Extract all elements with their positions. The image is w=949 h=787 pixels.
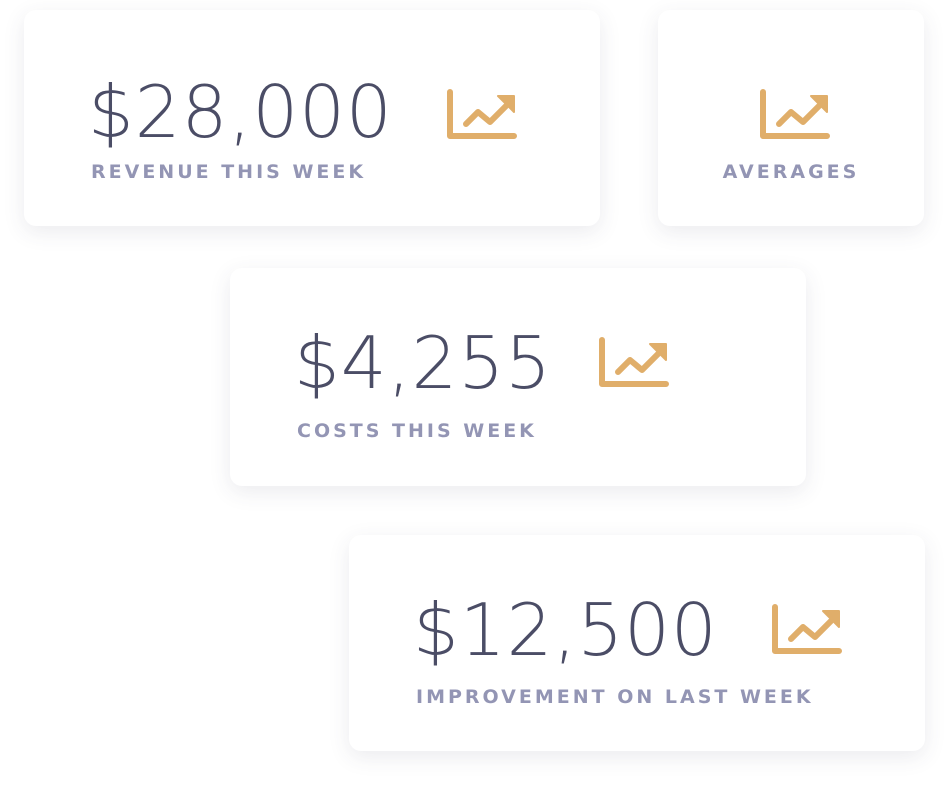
trending-up-chart-icon [771, 603, 843, 655]
revenue-label: REVENUE THIS WEEK [91, 161, 367, 183]
costs-label: COSTS THIS WEEK [297, 420, 537, 442]
revenue-card: $28,000 REVENUE THIS WEEK [24, 10, 600, 226]
revenue-value: $28,000 [88, 70, 393, 154]
improvement-card: $12,500 IMPROVEMENT ON LAST WEEK [349, 535, 925, 751]
costs-card: $4,255 COSTS THIS WEEK [230, 268, 806, 486]
averages-label: AVERAGES [722, 161, 860, 183]
improvement-value: $12,500 [413, 588, 718, 672]
improvement-label: IMPROVEMENT ON LAST WEEK [416, 686, 814, 708]
trending-up-chart-icon [446, 88, 518, 140]
trending-up-chart-icon [759, 88, 831, 140]
averages-card: AVERAGES [658, 10, 924, 226]
trending-up-chart-icon [598, 336, 670, 388]
costs-value: $4,255 [294, 321, 552, 405]
